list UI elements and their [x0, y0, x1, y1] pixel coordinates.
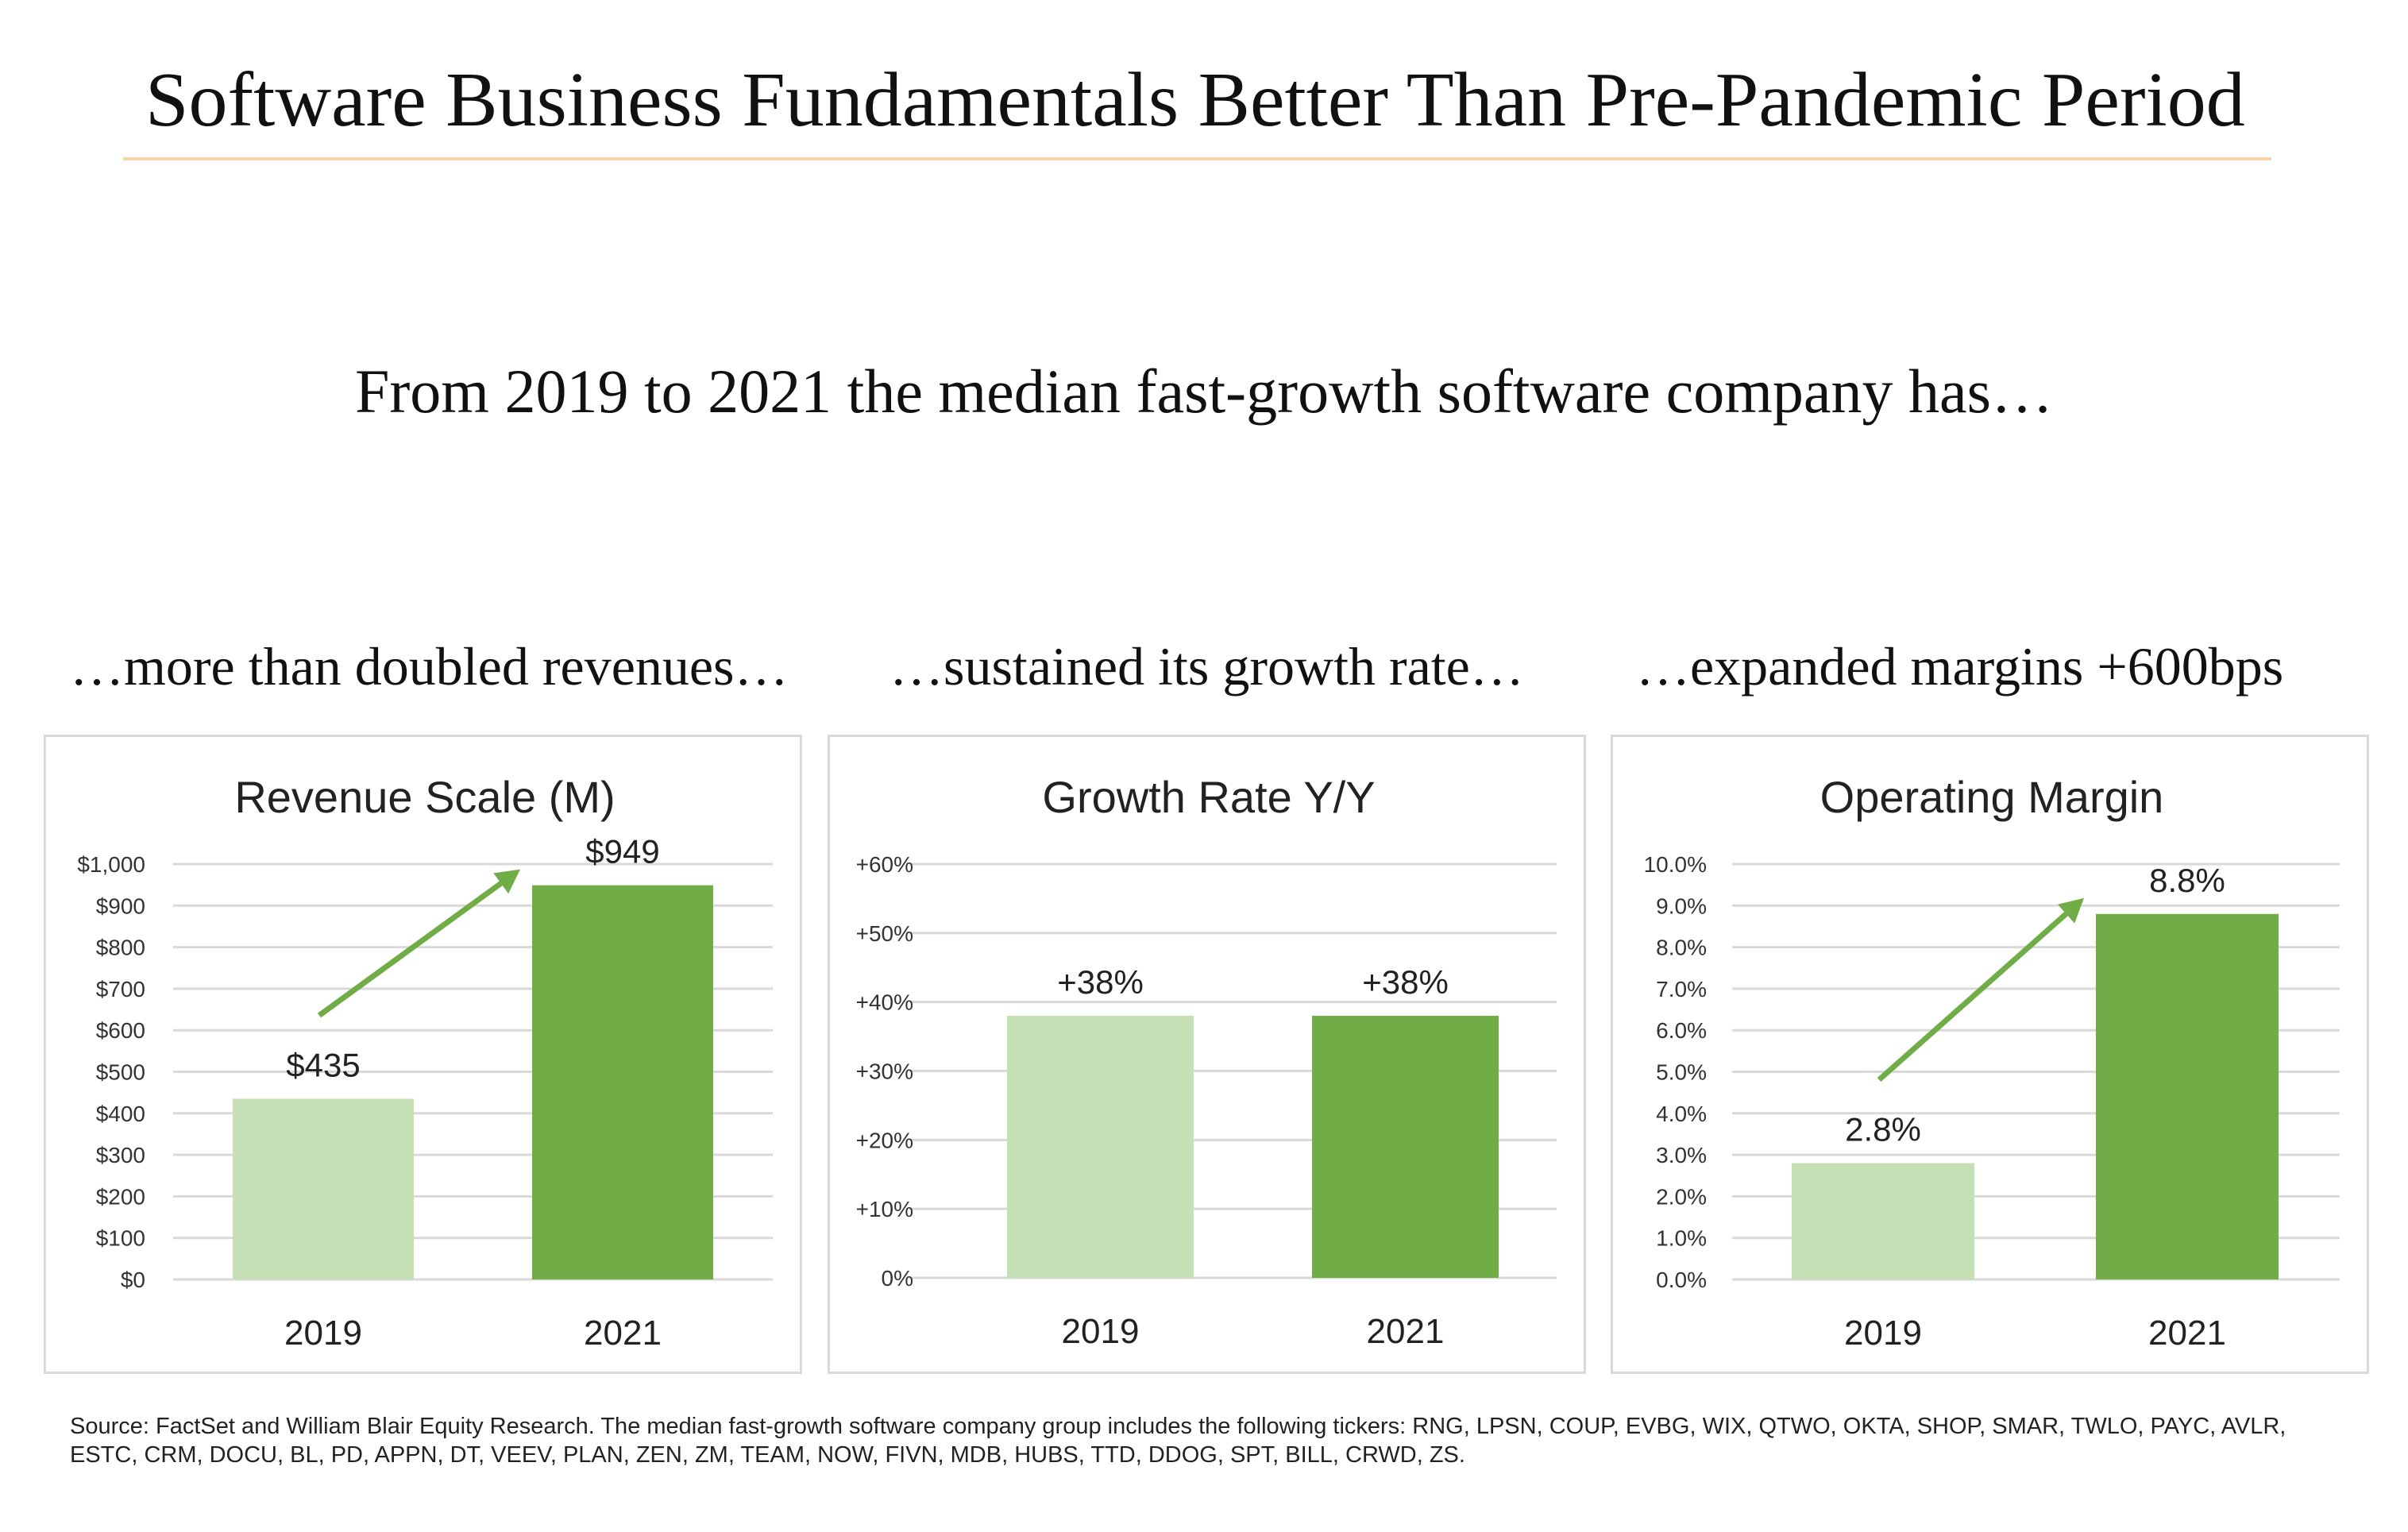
data-label: 2.8% — [1845, 1111, 1921, 1148]
margin-chart-panel: Operating Margin 0.0% 1.0% 2.0% 3.0% 4.0% 5.0%… — [1611, 735, 2369, 1374]
caption-revenue: …more than doubled revenues… — [70, 636, 789, 697]
bar-2019 — [1007, 1016, 1194, 1278]
data-label: 8.8% — [2149, 862, 2225, 899]
source-footnote: Source: FactSet and William Blair Equity… — [70, 1414, 2286, 1468]
revenue-chart-panel: Revenue Scale (M) $0 $100 $200 $300 $400 $500 $… — [44, 735, 802, 1374]
x-tick-label: 2019 — [284, 1314, 362, 1353]
growth-arrowhead — [493, 869, 520, 894]
x-tick-label: 2021 — [2148, 1314, 2226, 1353]
bar-2021 — [1312, 1016, 1499, 1278]
x-tick-label: 2019 — [1062, 1312, 1140, 1351]
bar-2021 — [532, 885, 713, 1279]
y-tick-label: $800 — [96, 936, 145, 960]
y-tick-label: +30% — [856, 1059, 913, 1084]
y-tick-label: 1.0% — [1656, 1226, 1707, 1251]
growth-chart: Growth Rate Y/Y 0% +10% +20% +30% +40% +50% +60… — [856, 772, 1557, 1351]
caption-margin: …expanded margins +600bps — [1636, 636, 2284, 697]
growth-chart-panel: Growth Rate Y/Y 0% +10% +20% +30% +40% +50% +60… — [828, 735, 1586, 1374]
y-tick-label: $200 — [96, 1184, 145, 1209]
y-tick-label: 6.0% — [1656, 1018, 1707, 1043]
y-tick-label: 4.0% — [1656, 1102, 1707, 1126]
bar-2019 — [233, 1098, 414, 1279]
y-tick-label: 0% — [882, 1266, 913, 1291]
page-title: Software Business Fundamentals Better Th… — [145, 57, 2245, 143]
y-tick-label: 3.0% — [1656, 1143, 1707, 1167]
caption-growth: …sustained its growth rate… — [889, 636, 1524, 697]
y-tick-label: +10% — [856, 1197, 913, 1221]
page-subtitle: From 2019 to 2021 the median fast-growth… — [354, 357, 2054, 426]
data-label: +38% — [1057, 963, 1144, 1001]
bar-2021 — [2096, 913, 2279, 1279]
title-divider — [123, 157, 2271, 160]
y-tick-label: $1,000 — [77, 852, 145, 877]
growth-arrow — [1877, 912, 2068, 1082]
margin-chart: Operating Margin 0.0% 1.0% 2.0% 3.0% 4.0% 5.0%… — [1644, 772, 2340, 1353]
chart-title: Revenue Scale (M) — [234, 772, 615, 822]
y-tick-label: 5.0% — [1656, 1060, 1707, 1085]
x-tick-label: 2019 — [1844, 1314, 1922, 1353]
y-tick-label: $300 — [96, 1143, 145, 1167]
y-tick-label: +50% — [856, 921, 913, 946]
growth-arrowhead — [2057, 897, 2084, 924]
bar-2019 — [1792, 1163, 1974, 1279]
chart-title: Growth Rate Y/Y — [1042, 772, 1375, 822]
y-tick-label: 2.0% — [1656, 1184, 1707, 1209]
y-tick-label: 9.0% — [1656, 893, 1707, 918]
y-tick-label: $900 — [96, 893, 145, 918]
chart-title: Operating Margin — [1820, 772, 2164, 822]
y-tick-label: 0.0% — [1656, 1268, 1707, 1292]
y-tick-label: $100 — [96, 1226, 145, 1251]
x-tick-label: 2021 — [1367, 1312, 1445, 1351]
x-tick-label: 2021 — [584, 1314, 662, 1353]
data-label: $435 — [286, 1046, 360, 1083]
y-tick-label: 8.0% — [1656, 936, 1707, 960]
y-tick-label: $600 — [96, 1018, 145, 1043]
y-tick-label: $0 — [121, 1268, 145, 1292]
y-tick-label: $500 — [96, 1060, 145, 1085]
y-tick-label: +20% — [856, 1128, 913, 1152]
revenue-chart: Revenue Scale (M) $0 $100 $200 $300 $400 $500 $… — [77, 772, 773, 1353]
data-label: +38% — [1362, 963, 1449, 1001]
y-tick-label: $400 — [96, 1102, 145, 1126]
y-tick-label: $700 — [96, 977, 145, 1001]
y-tick-label: 7.0% — [1656, 977, 1707, 1001]
y-tick-label: +40% — [856, 990, 913, 1015]
growth-arrow — [317, 881, 503, 1018]
y-tick-label: +60% — [856, 852, 913, 877]
data-label: $949 — [585, 833, 659, 870]
y-tick-label: 10.0% — [1644, 852, 1707, 877]
